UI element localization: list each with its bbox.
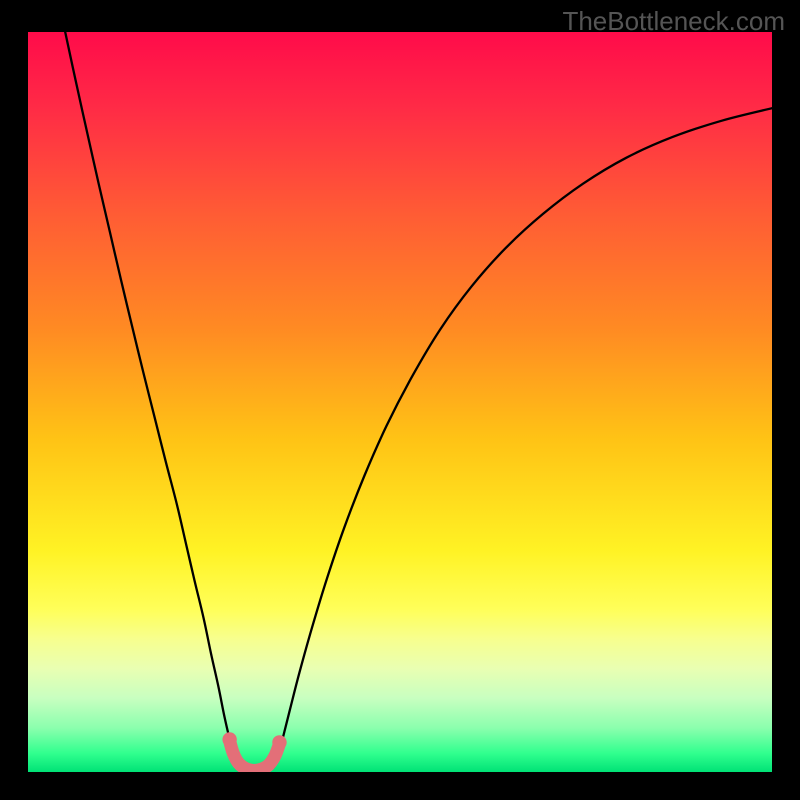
chart-svg bbox=[28, 32, 772, 772]
valley-end-marker-0 bbox=[222, 732, 236, 746]
chart-stage: TheBottleneck.com bbox=[0, 0, 800, 800]
watermark-text: TheBottleneck.com bbox=[562, 6, 785, 37]
valley-end-marker-1 bbox=[272, 735, 286, 749]
plot-area bbox=[28, 32, 772, 772]
